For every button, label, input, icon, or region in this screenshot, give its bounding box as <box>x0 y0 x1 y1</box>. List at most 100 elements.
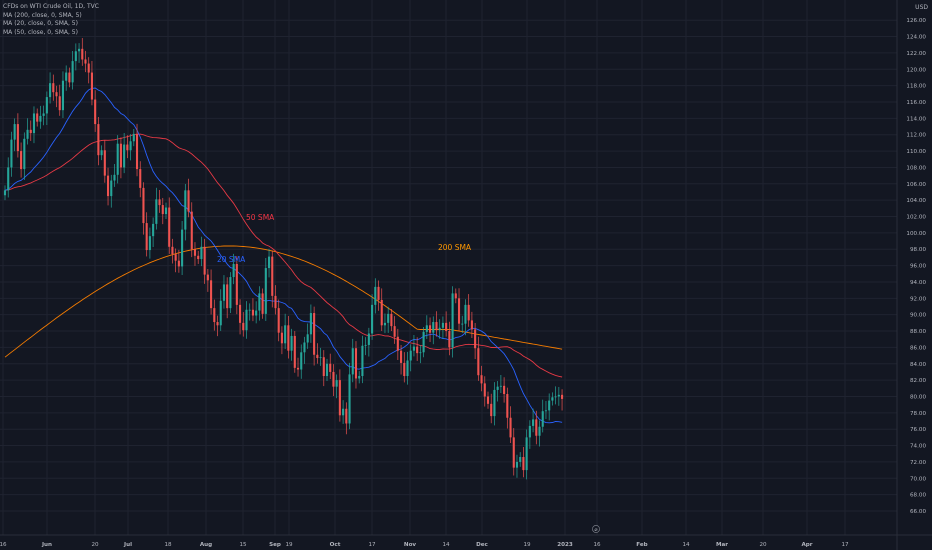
candle-up[interactable] <box>519 452 522 467</box>
candle-down[interactable] <box>261 288 264 319</box>
candle-down[interactable] <box>480 365 483 392</box>
candle-down[interactable] <box>467 294 470 327</box>
candle-down[interactable] <box>103 140 106 183</box>
candle-down[interactable] <box>338 369 341 422</box>
legend-ma-50[interactable]: MA (50, close, 0, SMA, 5) <box>3 28 78 36</box>
candle-down[interactable] <box>171 238 174 264</box>
candle-down[interactable] <box>190 202 193 258</box>
candle-down[interactable] <box>213 299 216 331</box>
candle-down[interactable] <box>206 268 209 292</box>
candle-down[interactable] <box>81 38 84 66</box>
candle-down[interactable] <box>509 406 512 444</box>
candle-up[interactable] <box>264 257 267 321</box>
candle-down[interactable] <box>380 288 383 331</box>
candle-up[interactable] <box>129 134 132 161</box>
candle-down[interactable] <box>474 323 477 360</box>
candle-down[interactable] <box>277 299 280 342</box>
candle-down[interactable] <box>97 116 100 166</box>
candle-up[interactable] <box>432 316 435 345</box>
candle-down[interactable] <box>483 376 486 407</box>
candle-down[interactable] <box>68 67 71 88</box>
candle-down[interactable] <box>274 285 277 315</box>
candle-up[interactable] <box>544 401 548 420</box>
candle-down[interactable] <box>329 353 332 380</box>
candle-down[interactable] <box>470 311 473 338</box>
candle-down[interactable] <box>203 238 206 284</box>
candle-down[interactable] <box>216 315 219 337</box>
candle-up[interactable] <box>557 386 560 406</box>
candle-up[interactable] <box>406 351 409 385</box>
candle-down[interactable] <box>354 341 358 389</box>
candle-down[interactable] <box>506 387 509 429</box>
candle-up[interactable] <box>245 301 248 339</box>
candle-down[interactable] <box>58 84 61 116</box>
candle-down[interactable] <box>29 120 32 141</box>
candle-up[interactable] <box>71 51 74 90</box>
event-marker-circle[interactable] <box>592 525 600 533</box>
candle-up[interactable] <box>45 91 48 125</box>
price-axis[interactable]: 66.00 68.00 70.00 72.00 74.00 76.00 78.00 80.00… <box>896 0 926 550</box>
candle-up[interactable] <box>319 347 322 366</box>
candle-up[interactable] <box>110 174 113 208</box>
candle-down[interactable] <box>390 308 393 332</box>
candle-up[interactable] <box>451 286 454 358</box>
candle-up[interactable] <box>74 43 77 71</box>
event-marker[interactable]: ⌀ <box>592 525 600 533</box>
candle-down[interactable] <box>503 377 506 403</box>
candle-up[interactable] <box>412 335 415 357</box>
candle-up[interactable] <box>284 313 287 349</box>
candle-up[interactable] <box>232 253 235 285</box>
candle-up[interactable] <box>219 289 222 331</box>
candle-up[interactable] <box>116 135 119 184</box>
candle-down[interactable] <box>161 197 164 225</box>
candle-up[interactable] <box>61 71 65 119</box>
candle-down[interactable] <box>400 345 403 375</box>
candle-up[interactable] <box>422 326 425 358</box>
candle-up[interactable] <box>532 408 535 433</box>
candle-down[interactable] <box>490 393 493 424</box>
candle-down[interactable] <box>174 248 177 273</box>
candle-up[interactable] <box>100 145 103 161</box>
candle-down[interactable] <box>20 142 23 178</box>
candle-up[interactable] <box>461 315 464 334</box>
candle-up[interactable] <box>13 118 16 152</box>
candle-down[interactable] <box>187 178 190 218</box>
candle-up[interactable] <box>200 236 203 267</box>
candle-down[interactable] <box>316 343 319 364</box>
candle-down[interactable] <box>454 288 457 304</box>
candle-up[interactable] <box>548 393 551 421</box>
candle-down[interactable] <box>16 113 19 158</box>
candle-down[interactable] <box>52 74 55 101</box>
candle-down[interactable] <box>280 326 283 355</box>
candle-up[interactable] <box>374 278 377 314</box>
candle-down[interactable] <box>168 197 171 254</box>
candle-down[interactable] <box>393 316 396 344</box>
candle-down[interactable] <box>84 50 87 73</box>
candle-up[interactable] <box>419 345 422 364</box>
candle-down[interactable] <box>271 250 274 308</box>
candle-up[interactable] <box>351 338 354 383</box>
candle-down[interactable] <box>36 108 39 127</box>
candle-up[interactable] <box>248 303 251 321</box>
candle-up[interactable] <box>255 301 258 324</box>
candle-down[interactable] <box>142 182 145 235</box>
candle-up[interactable] <box>554 386 557 405</box>
candle-up[interactable] <box>3 185 7 201</box>
candle-down[interactable] <box>55 85 58 108</box>
candle-down[interactable] <box>535 410 538 445</box>
candle-up[interactable] <box>164 202 168 219</box>
candle-up[interactable] <box>148 227 151 259</box>
candle-down[interactable] <box>435 311 438 337</box>
candle-down[interactable] <box>135 123 139 177</box>
candle-up[interactable] <box>184 183 187 241</box>
candle-up[interactable] <box>65 65 68 91</box>
candle-up[interactable] <box>42 105 45 126</box>
candle-up[interactable] <box>132 128 135 147</box>
candle-up[interactable] <box>515 454 519 478</box>
candle-up[interactable] <box>290 328 293 361</box>
candle-up[interactable] <box>541 399 544 433</box>
candle-up[interactable] <box>222 275 226 309</box>
candle-down[interactable] <box>251 298 254 322</box>
candles[interactable] <box>3 38 564 480</box>
candle-up[interactable] <box>123 133 126 174</box>
